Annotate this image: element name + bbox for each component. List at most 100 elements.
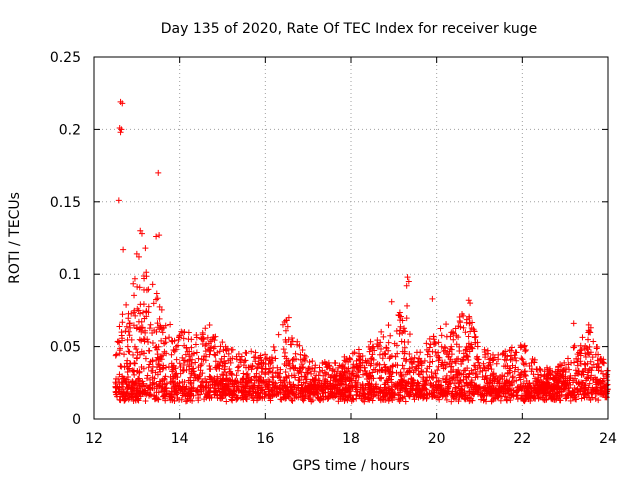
data-point (214, 373, 221, 380)
data-point (338, 380, 345, 387)
data-point (269, 386, 276, 393)
data-point (455, 398, 462, 405)
data-point (494, 394, 501, 401)
data-point (186, 366, 193, 373)
data-point (200, 384, 207, 391)
data-point (306, 387, 313, 394)
data-point (466, 320, 473, 327)
data-point (221, 366, 228, 373)
data-point (450, 366, 457, 373)
data-point (116, 347, 123, 354)
data-point (246, 391, 253, 398)
data-point (301, 352, 308, 359)
data-point (254, 397, 261, 404)
data-point (132, 312, 139, 319)
data-point (203, 393, 210, 400)
data-point (481, 346, 488, 353)
data-point (484, 347, 491, 354)
data-point (288, 334, 295, 341)
data-point (462, 347, 469, 354)
data-point (294, 341, 301, 348)
data-point (410, 358, 417, 365)
data-point (408, 375, 415, 382)
data-point (460, 350, 467, 357)
data-point (521, 397, 528, 404)
data-point (466, 313, 473, 320)
data-point (386, 395, 393, 402)
data-point (570, 320, 577, 327)
x-tick-label: 22 (513, 431, 531, 447)
data-point (600, 356, 607, 363)
data-point (163, 384, 170, 391)
data-point (401, 325, 408, 332)
data-point (262, 371, 269, 378)
data-point (142, 398, 149, 405)
data-point (535, 390, 542, 397)
data-point (466, 388, 473, 395)
data-point (417, 387, 424, 394)
data-point (162, 397, 169, 404)
data-point (173, 387, 180, 394)
data-point (160, 324, 167, 331)
data-point (507, 352, 514, 359)
data-point (188, 391, 195, 398)
data-point (254, 364, 261, 371)
data-point (113, 351, 120, 358)
data-point (534, 366, 541, 373)
data-point (404, 302, 411, 309)
data-point (460, 367, 467, 374)
data-point (434, 367, 441, 374)
data-point (393, 342, 400, 349)
data-point (154, 346, 161, 353)
data-point (145, 347, 152, 354)
data-point (387, 332, 394, 339)
data-point (332, 393, 339, 400)
data-point (442, 379, 449, 386)
data-point (382, 363, 389, 370)
data-point (328, 390, 335, 397)
data-point (381, 381, 388, 388)
data-point (121, 364, 128, 371)
data-point (297, 351, 304, 358)
data-point (474, 339, 481, 346)
data-point (220, 346, 227, 353)
data-point (261, 394, 268, 401)
data-point (162, 373, 169, 380)
data-point (417, 393, 424, 400)
data-point (170, 381, 177, 388)
data-point (177, 370, 184, 377)
data-point (400, 365, 407, 372)
data-point (562, 385, 569, 392)
data-point (296, 377, 303, 384)
data-point (257, 354, 264, 361)
data-point (417, 358, 424, 365)
data-point (416, 371, 423, 378)
data-point (434, 394, 441, 401)
data-point (342, 393, 349, 400)
data-point (233, 394, 240, 401)
data-point (377, 345, 384, 352)
data-point (338, 372, 345, 379)
data-point (577, 387, 584, 394)
data-point (594, 357, 601, 364)
data-point (485, 380, 492, 387)
data-point (195, 394, 202, 401)
data-point (212, 352, 219, 359)
data-point (424, 391, 431, 398)
data-point (432, 340, 439, 347)
data-point (177, 386, 184, 393)
data-point (314, 391, 321, 398)
data-point (409, 381, 416, 388)
data-point (396, 309, 403, 316)
data-point (309, 397, 316, 404)
data-point (424, 351, 431, 358)
data-point (284, 323, 291, 330)
data-point (489, 357, 496, 364)
data-point (131, 360, 138, 367)
data-point (396, 330, 403, 337)
data-point (266, 391, 273, 398)
data-point (223, 398, 230, 405)
data-point (234, 385, 241, 392)
data-point (555, 366, 562, 373)
data-point (385, 339, 392, 346)
